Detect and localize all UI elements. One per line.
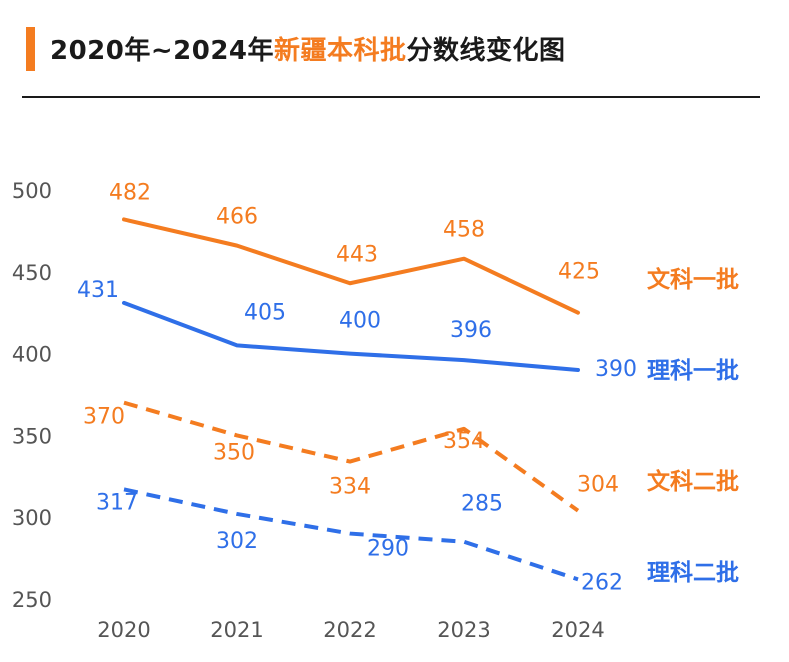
y-tick-label: 500: [12, 179, 52, 203]
data-label: 425: [558, 260, 600, 285]
x-tick-label: 2024: [551, 618, 604, 642]
data-label: 370: [83, 405, 125, 430]
x-tick-label: 2021: [210, 618, 263, 642]
title-prefix: 2020年~2024年: [50, 36, 275, 66]
y-tick-label: 300: [12, 506, 52, 530]
data-label: 302: [216, 529, 258, 554]
series-line: [123, 487, 579, 582]
data-label: 354: [443, 429, 485, 454]
data-label: 290: [367, 537, 409, 562]
series-label: 理科一批: [647, 358, 739, 384]
data-label: 458: [443, 218, 485, 243]
data-label: 443: [336, 242, 378, 267]
chart-title: 2020年~2024年新疆本科批分数线变化图: [50, 30, 566, 67]
data-label: 482: [109, 180, 151, 205]
data-label: 390: [595, 357, 637, 382]
series-line: [122, 300, 580, 372]
data-label: 350: [213, 440, 255, 465]
title-suffix: 分数线变化图: [406, 36, 566, 66]
series-label: 理科二批: [647, 560, 739, 586]
y-tick-label: 250: [12, 588, 52, 612]
data-label: 334: [329, 475, 371, 500]
data-label: 304: [577, 473, 619, 498]
data-label: 285: [461, 492, 503, 517]
x-tick-label: 2020: [97, 618, 150, 642]
data-label: 405: [244, 300, 286, 325]
data-label: 466: [216, 205, 258, 230]
data-label: 396: [450, 318, 492, 343]
title-divider: [22, 96, 760, 98]
series-line: [123, 400, 580, 513]
series-label: 文科一批: [647, 266, 739, 293]
y-tick-label: 400: [12, 343, 52, 367]
data-label: 431: [77, 278, 119, 303]
data-label: 262: [581, 570, 623, 595]
series-label: 文科二批: [647, 468, 739, 495]
data-label: 317: [96, 490, 138, 515]
x-tick-label: 2023: [437, 618, 490, 642]
x-tick-label: 2022: [323, 618, 376, 642]
series-line: [122, 217, 580, 315]
title-accent-bar: [26, 27, 35, 71]
y-tick-label: 350: [12, 424, 52, 448]
title-highlight: 新疆本科批: [274, 36, 407, 66]
data-label: 400: [339, 309, 381, 334]
y-tick-label: 450: [12, 261, 52, 285]
